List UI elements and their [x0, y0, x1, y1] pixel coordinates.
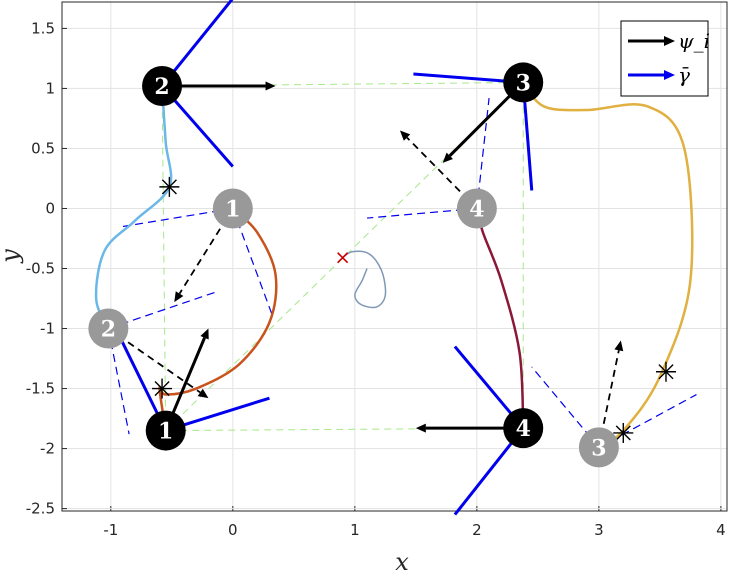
y-tick-label: 1: [45, 79, 55, 97]
y-tick-labels: 1.5 1 0.5 0 -0.5 -1 -1.5 -2 -2.5: [26, 19, 55, 517]
agent-initial-3-circle: [578, 427, 619, 468]
y-tick-label: -1.5: [26, 380, 55, 398]
centroid-marker-stroke: [337, 252, 349, 264]
legend-psi-arrowhead: [664, 36, 675, 46]
switch-marker: [655, 361, 676, 382]
y-tick-label: 0: [45, 199, 55, 217]
x-tick-label: 3: [594, 521, 604, 539]
agent-current-2-circle: [142, 66, 183, 107]
agent-current-3-circle: [503, 62, 544, 103]
x-axis-label: x: [395, 548, 409, 576]
trajectory-agent-1: [158, 207, 278, 431]
y-tick-label: -1: [40, 320, 55, 338]
x-tick-label: 2: [472, 521, 482, 539]
agent-initial-3: 3: [578, 427, 619, 468]
agent-current-3-label: 3: [516, 70, 531, 96]
switch-marker-stroke: [658, 364, 674, 380]
legend-gamma-label: γ̄: [678, 63, 690, 87]
agent-initial-3-label: 3: [591, 435, 606, 461]
trajectory-agent-4: [475, 208, 525, 429]
agent-current-4-circle: [503, 408, 544, 449]
centroid-path: [342, 250, 387, 309]
switch-marker-stroke: [615, 425, 631, 441]
agent-current-2: 2: [142, 66, 183, 107]
agent-initial-1-label: 1: [225, 196, 240, 222]
plot-area-border: [61, 1, 728, 512]
formation-line: [161, 86, 167, 431]
switch-marker-stroke: [161, 179, 177, 195]
agent-current-1: 1: [145, 410, 186, 451]
trajectory-agent-3: [522, 81, 694, 449]
legend-box: [620, 20, 709, 97]
plot-content: 1 2 3 4 1 2 3 4: [88, 0, 697, 516]
x-tick-labels: -1 0 1 2 3 4: [103, 521, 725, 539]
agent-current-2-label: 2: [154, 74, 169, 100]
legend-gamma-arrowhead: [664, 70, 675, 80]
agent-initial-1-circle: [212, 188, 253, 229]
x-tick-label: 4: [716, 521, 726, 539]
agent-initial-2-label: 2: [101, 317, 116, 343]
y-tick-label: 0.5: [31, 139, 55, 157]
switch-marker: [152, 378, 173, 399]
psi-arrow-initial-head: [174, 291, 184, 303]
agent-initial-2: 2: [88, 308, 129, 349]
y-tick-label: -2.5: [26, 500, 55, 518]
agent-current-3: 3: [503, 62, 544, 103]
agent-initial-4: 4: [456, 188, 497, 229]
trajectory-agent-2: [94, 85, 173, 330]
psi-arrow-current-head: [265, 81, 276, 91]
x-tick-label: 0: [228, 521, 238, 539]
agent-initial-2-circle: [88, 308, 129, 349]
agent-current-1-label: 1: [158, 419, 173, 445]
agent-initial-1: 1: [212, 188, 253, 229]
legend: ψ_i γ̄: [620, 20, 710, 97]
y-tick-label: -0.5: [26, 260, 55, 278]
x-tick-label: -1: [103, 521, 118, 539]
agent-current-4: 4: [503, 408, 544, 449]
switch-marker: [159, 176, 180, 197]
psi-arrow-current-head: [442, 152, 453, 163]
y-tick-label: 1.5: [31, 19, 55, 37]
psi-arrow-initial-head: [197, 388, 209, 399]
psi-arrow-initial-head: [399, 130, 411, 141]
agent-initial-4-circle: [456, 188, 497, 229]
y-tick-label: -2: [40, 440, 55, 458]
switch-marker-stroke: [154, 380, 170, 397]
agent-current-4-label: 4: [516, 416, 531, 442]
agent-current-1-circle: [145, 410, 186, 451]
legend-psi-label: ψ_i: [678, 29, 710, 53]
psi-arrow-current-head: [200, 328, 209, 340]
x-tick-label: 1: [350, 521, 360, 539]
y-axis-label: y: [0, 249, 24, 264]
agent-initial-4-label: 4: [469, 196, 484, 222]
centroid-marker: [337, 252, 349, 264]
switch-marker: [613, 422, 634, 443]
psi-arrow-current-head: [415, 423, 426, 433]
psi-arrow-initial-head: [614, 340, 624, 352]
